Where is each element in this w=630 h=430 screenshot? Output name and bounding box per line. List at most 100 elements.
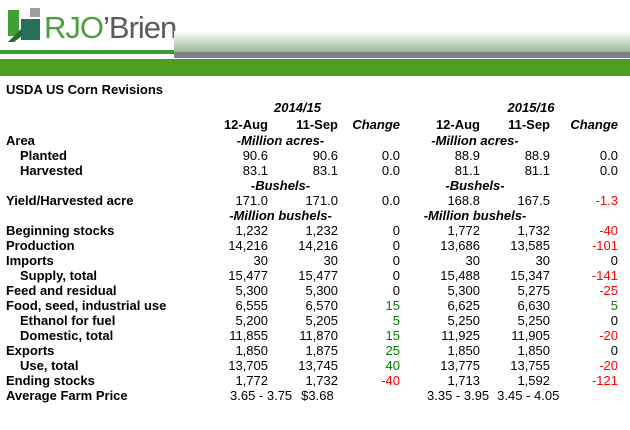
table-row-feed-residual: Feed and residual 5,300 5,300 0 5,300 5,… <box>6 283 618 298</box>
row-label: Production <box>6 238 75 253</box>
value-cell: 1,850 <box>447 343 480 358</box>
table-row-ending-stocks: Ending stocks 1,772 1,732 -40 1,713 1,59… <box>6 373 618 388</box>
value-cell: 90.6 <box>312 148 338 163</box>
value-cell: 1,772 <box>447 223 480 238</box>
table-row-area: Area -Million acres- -Million acres- <box>6 133 618 148</box>
change-cell: 40 <box>385 358 400 373</box>
row-label: Supply, total <box>20 268 98 283</box>
row-label: Exports <box>6 343 55 358</box>
value-cell: 11,905 <box>511 328 550 343</box>
value-cell: 1,850 <box>235 343 268 358</box>
year-header-2015-16: 2015/16 <box>507 100 555 115</box>
change-cell: 0.0 <box>381 163 400 178</box>
table-row-food-seed-industrial: Food, seed, industrial use 6,555 6,570 1… <box>6 298 618 313</box>
rjobrien-logo: RJO’Brien <box>6 6 177 48</box>
unit-cell: -Million acres- <box>431 133 519 148</box>
table-row-harvested: Harvested 83.1 83.1 0.0 81.1 81.1 0.0 <box>6 163 618 178</box>
letterhead: RJO’Brien <box>0 0 630 77</box>
value-cell: 167.5 <box>517 193 550 208</box>
value-cell: 13,755 <box>510 358 550 373</box>
unit-cell: -Million bushels- <box>229 208 332 223</box>
brand-text: RJO’Brien <box>44 8 177 48</box>
value-cell: 14,216 <box>298 238 338 253</box>
table-row-domestic-total: Domestic, total 11,855 11,870 15 11,925 … <box>6 328 618 343</box>
value-cell: 5,300 <box>447 283 480 298</box>
value-cell: 1,713 <box>447 373 480 388</box>
row-label: Feed and residual <box>6 283 117 298</box>
value-cell: 13,745 <box>298 358 338 373</box>
farm-price-range: 3.35 - 3.95 <box>427 388 490 403</box>
value-cell: 15,488 <box>440 268 480 283</box>
change-cell: -121 <box>591 373 618 388</box>
header-green-band <box>0 59 630 76</box>
value-cell: 81.1 <box>454 163 480 178</box>
row-label: Average Farm Price <box>6 388 128 403</box>
value-cell: 1,732 <box>517 223 550 238</box>
table-row-imports: Imports 30 30 0 30 30 0 <box>6 253 618 268</box>
value-cell: 5,300 <box>235 283 268 298</box>
value-cell: 30 <box>465 253 480 268</box>
value-cell: 171.0 <box>235 193 268 208</box>
change-cell: -20 <box>599 328 618 343</box>
change-cell: 15 <box>385 328 400 343</box>
value-cell: 30 <box>535 253 550 268</box>
value-cell: 1,772 <box>235 373 268 388</box>
value-cell: 14,216 <box>228 238 268 253</box>
change-cell: 25 <box>385 343 400 358</box>
change-cell: 5 <box>392 313 400 328</box>
change-cell: 15 <box>385 298 400 313</box>
table-row-million-bushels-unit: -Million bushels- -Million bushels- <box>6 208 618 223</box>
change-cell: 0 <box>392 238 400 253</box>
logo-underline <box>0 50 174 54</box>
value-cell: 15,477 <box>298 268 338 283</box>
unit-cell: -Bushels- <box>445 178 505 193</box>
row-label: Planted <box>20 148 67 163</box>
page-title: USDA US Corn Revisions <box>6 82 163 97</box>
brand-text-brien: ’Brien <box>103 10 177 45</box>
value-cell: 6,570 <box>305 298 338 313</box>
change-cell: 0 <box>392 268 400 283</box>
column-header: Change <box>352 117 400 132</box>
row-label: Ending stocks <box>6 373 95 388</box>
value-cell: 81.1 <box>524 163 550 178</box>
table-row-supply-total: Supply, total 15,477 15,477 0 15,488 15,… <box>6 268 618 283</box>
column-header: 11-Sep <box>296 117 338 132</box>
change-cell: 0.0 <box>381 148 400 163</box>
row-label: Harvested <box>20 163 83 178</box>
value-cell: 83.1 <box>312 163 338 178</box>
value-cell: 5,205 <box>305 313 338 328</box>
year-header-row: 2014/15 2015/16 <box>6 99 618 116</box>
row-label: Beginning stocks <box>6 223 115 238</box>
farm-price-2015-16: 3.35 - 3.95 3.45 - 4.05 <box>400 388 618 403</box>
change-cell: -25 <box>599 283 618 298</box>
row-label: Yield/Harvested acre <box>6 193 134 208</box>
farm-price-range: 3.45 - 4.05 <box>497 388 560 403</box>
value-cell: 5,275 <box>517 283 550 298</box>
column-header-row: 12-Aug 11-Sep Change 12-Aug 11-Sep Chang… <box>6 116 618 133</box>
value-cell: 83.1 <box>242 163 268 178</box>
value-cell: 171.0 <box>305 193 338 208</box>
value-cell: 1,875 <box>305 343 338 358</box>
value-cell: 11,925 <box>441 328 480 343</box>
change-cell: -20 <box>599 358 618 373</box>
rjobrien-logo-icon <box>8 8 40 42</box>
change-cell: 5 <box>610 298 618 313</box>
value-cell: 13,775 <box>440 358 480 373</box>
row-label: Food, seed, industrial use <box>6 298 167 313</box>
corn-revisions-table: 2014/15 2015/16 12-Aug 11-Sep Change 12-… <box>6 99 618 403</box>
change-cell: 0 <box>610 343 618 358</box>
change-cell: -40 <box>381 373 400 388</box>
column-header: Change <box>570 117 618 132</box>
value-cell: 13,686 <box>440 238 480 253</box>
row-label: Imports <box>6 253 54 268</box>
value-cell: 13,585 <box>510 238 550 253</box>
value-cell: 6,555 <box>235 298 268 313</box>
year-header-2014-15: 2014/15 <box>274 100 321 115</box>
table-row-yield: Yield/Harvested acre 171.0 171.0 0.0 168… <box>6 193 618 208</box>
table-row-planted: Planted 90.6 90.6 0.0 88.9 88.9 0.0 <box>6 148 618 163</box>
table-row-use-total: Use, total 13,705 13,745 40 13,775 13,75… <box>6 358 618 373</box>
value-cell: 6,630 <box>517 298 550 313</box>
value-cell: 5,200 <box>235 313 268 328</box>
change-cell: 0 <box>610 313 618 328</box>
value-cell: 11,855 <box>229 328 268 343</box>
